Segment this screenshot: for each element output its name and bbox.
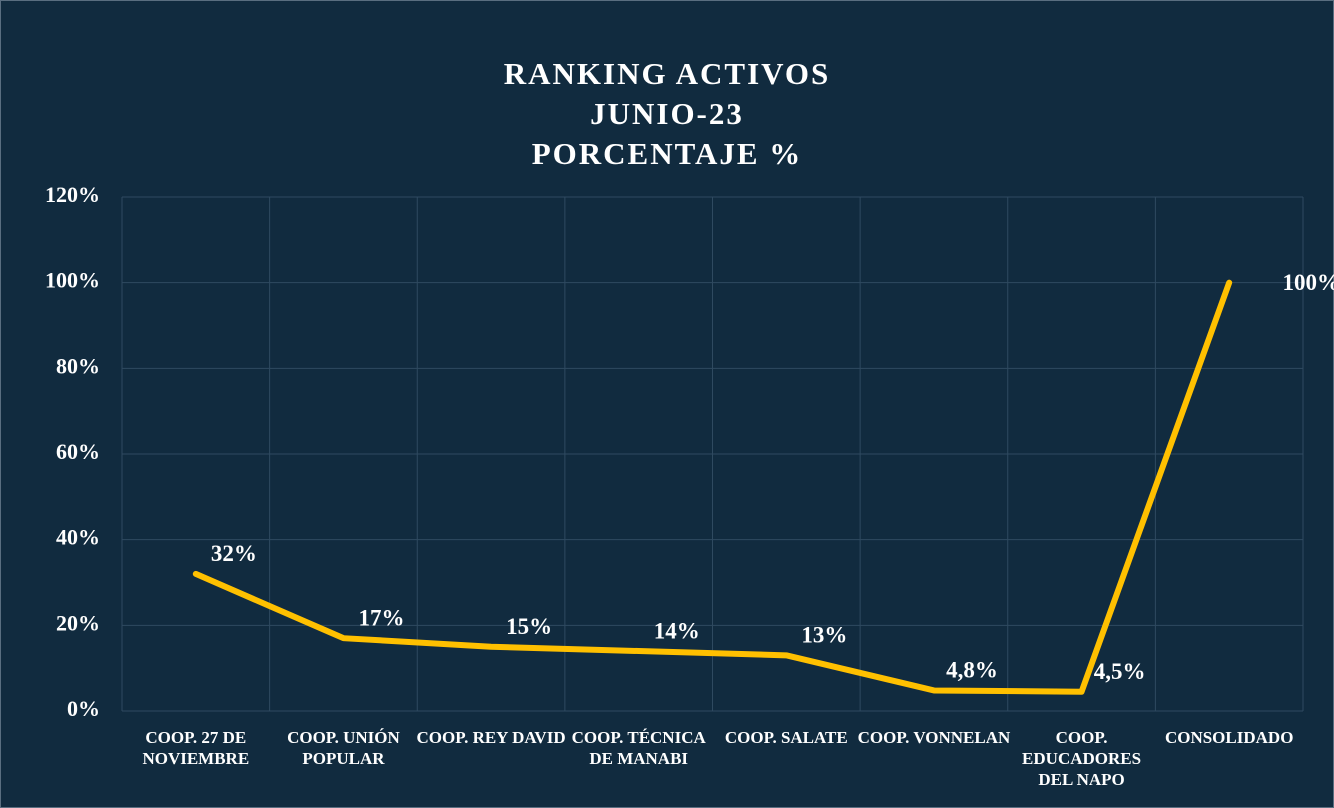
x-tick-label-box: COOP. UNIÓN POPULAR (287, 728, 400, 768)
chart-title: PORCENTAJE % (532, 136, 803, 171)
y-tick-label: 0% (67, 696, 100, 721)
chart-title: RANKING ACTIVOS (504, 56, 831, 91)
y-tick-label: 40% (56, 525, 100, 550)
x-tick-label: COOP. EDUCADORES DEL NAPO (1022, 728, 1142, 789)
x-tick-label-box: COOP. VONNELAN (857, 728, 1011, 747)
x-tick-label-box: COOP. TÉCNICA DE MANABI (571, 728, 706, 768)
x-tick-label: CONSOLIDADO (1164, 728, 1294, 747)
data-label: 4,8% (946, 658, 998, 683)
point (341, 636, 346, 641)
x-tick-label: COOP. UNIÓN POPULAR (287, 728, 400, 768)
data-label: 100% (1282, 270, 1334, 295)
x-tick-label-box: CONSOLIDADO (1164, 728, 1294, 747)
point (1227, 280, 1232, 285)
data-label: 4,5% (1094, 659, 1146, 684)
x-tick-label: COOP. 27 DE NOVIEMBRE (142, 728, 250, 768)
x-tick-label-box: COOP. REY DAVID (416, 728, 566, 747)
x-tick-label: COOP. TÉCNICA DE MANABI (571, 728, 706, 768)
y-tick-label: 60% (56, 439, 100, 464)
point (1079, 689, 1084, 694)
chart-title: JUNIO-23 (590, 96, 744, 131)
point (636, 649, 641, 654)
point (193, 571, 198, 576)
x-tick-label-box: COOP. SALATE (724, 728, 848, 747)
data-label: 15% (506, 614, 552, 639)
x-tick-label: COOP. VONNELAN (857, 728, 1011, 747)
y-tick-label: 120% (45, 182, 100, 207)
y-tick-label: 80% (56, 353, 100, 378)
data-label: 17% (358, 605, 404, 630)
data-label: 13% (801, 623, 847, 648)
x-tick-label-box: COOP. 27 DE NOVIEMBRE (142, 728, 250, 768)
line (192, 279, 1233, 695)
point (489, 644, 494, 649)
y-tick-label: 100% (45, 268, 100, 293)
data-label: 14% (654, 618, 700, 643)
point (784, 653, 789, 658)
x-tick-label: COOP. SALATE (724, 728, 848, 747)
y-tick-label: 20% (56, 610, 100, 635)
point (931, 688, 936, 693)
x-tick-label: COOP. REY DAVID (416, 728, 566, 747)
data-label: 32% (211, 541, 257, 566)
x-tick-label-box: COOP. EDUCADORES DEL NAPO (1022, 728, 1142, 789)
